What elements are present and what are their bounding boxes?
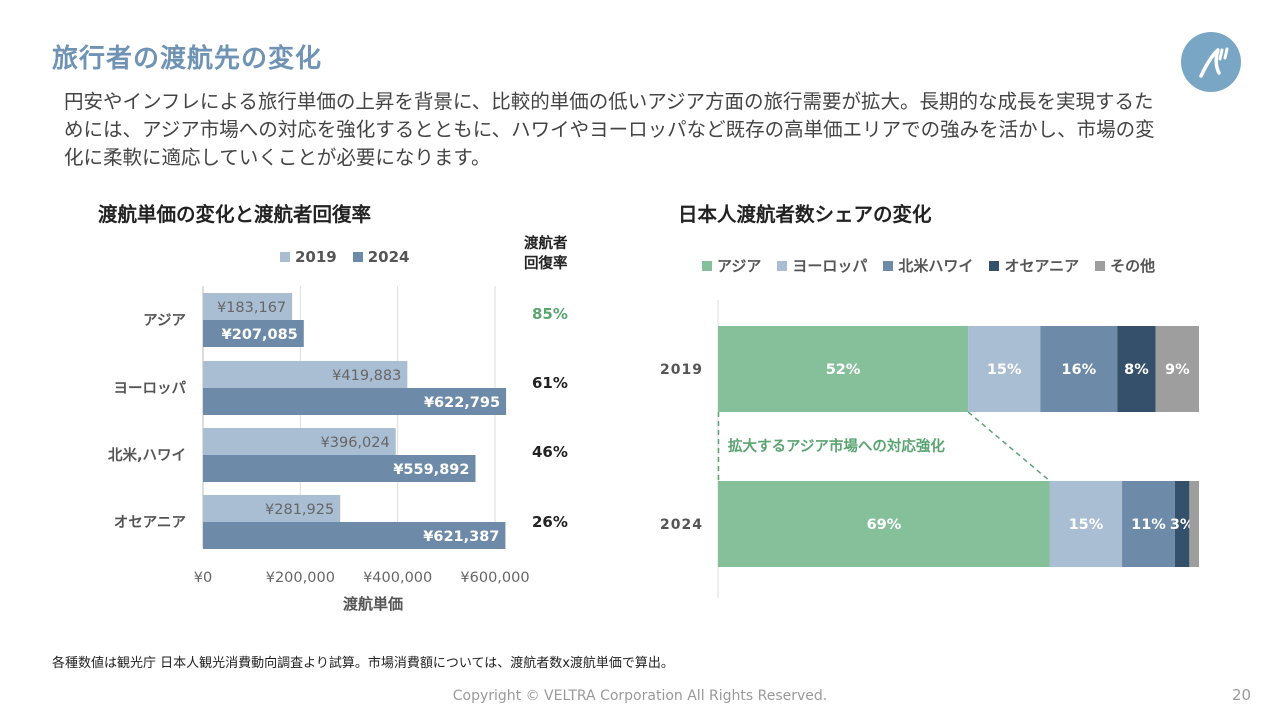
legend-swatch-na-hawaii (883, 260, 894, 271)
legend-label-asia: アジア (717, 257, 762, 275)
share-data-label: 52% (826, 362, 861, 378)
brand-logo (1181, 32, 1241, 92)
share-row-label: 2019 (660, 362, 703, 378)
legend-swatch-oceania (989, 260, 1000, 271)
legend-item-na-hawaii: 北米ハワイ (883, 255, 973, 276)
bar-2019 (203, 361, 408, 388)
page-number: 20 (1232, 686, 1252, 704)
data-label-2024: ¥622,795 (424, 395, 500, 411)
share-segment (1174, 481, 1190, 567)
legend-item-europe: ヨーロッパ (777, 255, 867, 276)
recovery-rate-asia: 85% (532, 305, 568, 323)
share-data-label: 15% (1069, 517, 1104, 533)
annotation-connector-right (967, 411, 1051, 482)
recovery-rate-oceania: 26% (532, 513, 568, 531)
share-data-label: 11% (1131, 517, 1166, 533)
share-chart-title: 日本人渡航者数シェアの変化 (678, 203, 932, 226)
legend-label-oceania: オセアニア (1004, 257, 1080, 275)
lead-text: 円安やインフレによる旅行単価の上昇を背景に、比較的単価の低いアジア方面の旅行需要… (64, 90, 1155, 169)
footnote: 各種数値は観光庁 日本人観光消費動向調査より試算。市場消費額については、渡航者数… (52, 656, 674, 671)
legend-item-oceania: オセアニア (989, 255, 1079, 276)
legend-swatch-asia (702, 260, 712, 271)
share-legend: アジア ヨーロッパ 北米ハワイ オセアニア その他 (702, 255, 1171, 276)
share-segment (718, 326, 969, 412)
legend-label-europe: ヨーロッパ (792, 257, 868, 275)
bar-2024 (203, 522, 506, 549)
data-label-2024: ¥621,387 (423, 529, 499, 545)
recovery-header-line-1: 渡航者 (524, 236, 568, 252)
data-label-2019: ¥281,925 (265, 502, 334, 518)
share-row-label: 2024 (660, 517, 703, 533)
recovery-header-line-2: 回復率 (524, 256, 568, 272)
share-data-label: 9% (1165, 362, 1190, 378)
share-segment (968, 326, 1041, 412)
share-segment (1049, 481, 1123, 567)
page-title: 旅行者の渡航先の変化 (52, 44, 323, 74)
x-tick-label: ¥400,000 (363, 570, 432, 586)
category-label: 北米,ハワイ (108, 446, 186, 464)
bar-2024 (203, 455, 476, 482)
legend-swatch-europe (777, 260, 788, 271)
share-segment (1155, 326, 1199, 412)
x-axis-label: 渡航単価 (343, 595, 403, 613)
bar-2019 (203, 495, 341, 522)
category-label: アジア (143, 313, 186, 329)
bar-2024 (203, 320, 304, 347)
copyright: Copyright © VELTRA Corporation All Right… (452, 688, 828, 704)
share-segment (1117, 326, 1156, 412)
legend-swatch-2024 (352, 252, 363, 262)
data-label-2019: ¥419,883 (332, 368, 401, 384)
share-data-label: 8% (1124, 362, 1149, 378)
share-segment (1040, 326, 1118, 412)
bar-2019 (203, 428, 396, 455)
share-data-label: 15% (987, 362, 1022, 378)
legend-label-na-hawaii: 北米ハワイ (898, 257, 974, 275)
share-data-label: 3% (1170, 517, 1195, 533)
share-data-label: 69% (867, 517, 902, 533)
share-annotation: 拡大するアジア市場への対応強化 (728, 437, 945, 455)
share-data-label: 16% (1061, 362, 1096, 378)
recovery-header: 渡航者 回復率 (524, 234, 568, 274)
data-label-2024: ¥559,892 (393, 462, 469, 478)
legend-item-2019: 2019 (280, 248, 337, 266)
x-tick-label: ¥0 (194, 570, 212, 586)
share-segment (718, 481, 1050, 567)
legend-label-2019: 2019 (295, 248, 337, 266)
category-label: オセアニア (114, 514, 186, 531)
legend-label-2024: 2024 (367, 248, 410, 266)
legend-item-asia: アジア (702, 255, 761, 276)
unit-price-legend: 2019 2024 (280, 248, 426, 266)
legend-item-2024: 2024 (352, 248, 410, 266)
category-label: ヨーロッパ (114, 380, 187, 397)
data-label-2019: ¥396,024 (321, 435, 390, 451)
legend-swatch-2019 (280, 252, 290, 262)
x-tick-label: ¥200,000 (266, 570, 335, 586)
unit-price-chart-title: 渡航単価の変化と渡航者回復率 (98, 203, 372, 226)
brand-logo-icon (1199, 47, 1229, 78)
legend-label-other: その他 (1110, 257, 1156, 275)
legend-item-other: その他 (1095, 255, 1155, 276)
share-segment (1122, 481, 1175, 567)
bar-2024 (203, 388, 507, 415)
share-segment (1189, 481, 1199, 567)
data-label-2024: ¥207,085 (222, 327, 298, 343)
recovery-rate-na-hawaii: 46% (532, 443, 568, 461)
data-label-2019: ¥183,167 (217, 300, 286, 316)
bar-2019 (203, 293, 293, 320)
recovery-rate-europe: 61% (532, 374, 568, 392)
legend-swatch-other (1095, 260, 1106, 271)
x-tick-label: ¥600,000 (460, 570, 529, 586)
